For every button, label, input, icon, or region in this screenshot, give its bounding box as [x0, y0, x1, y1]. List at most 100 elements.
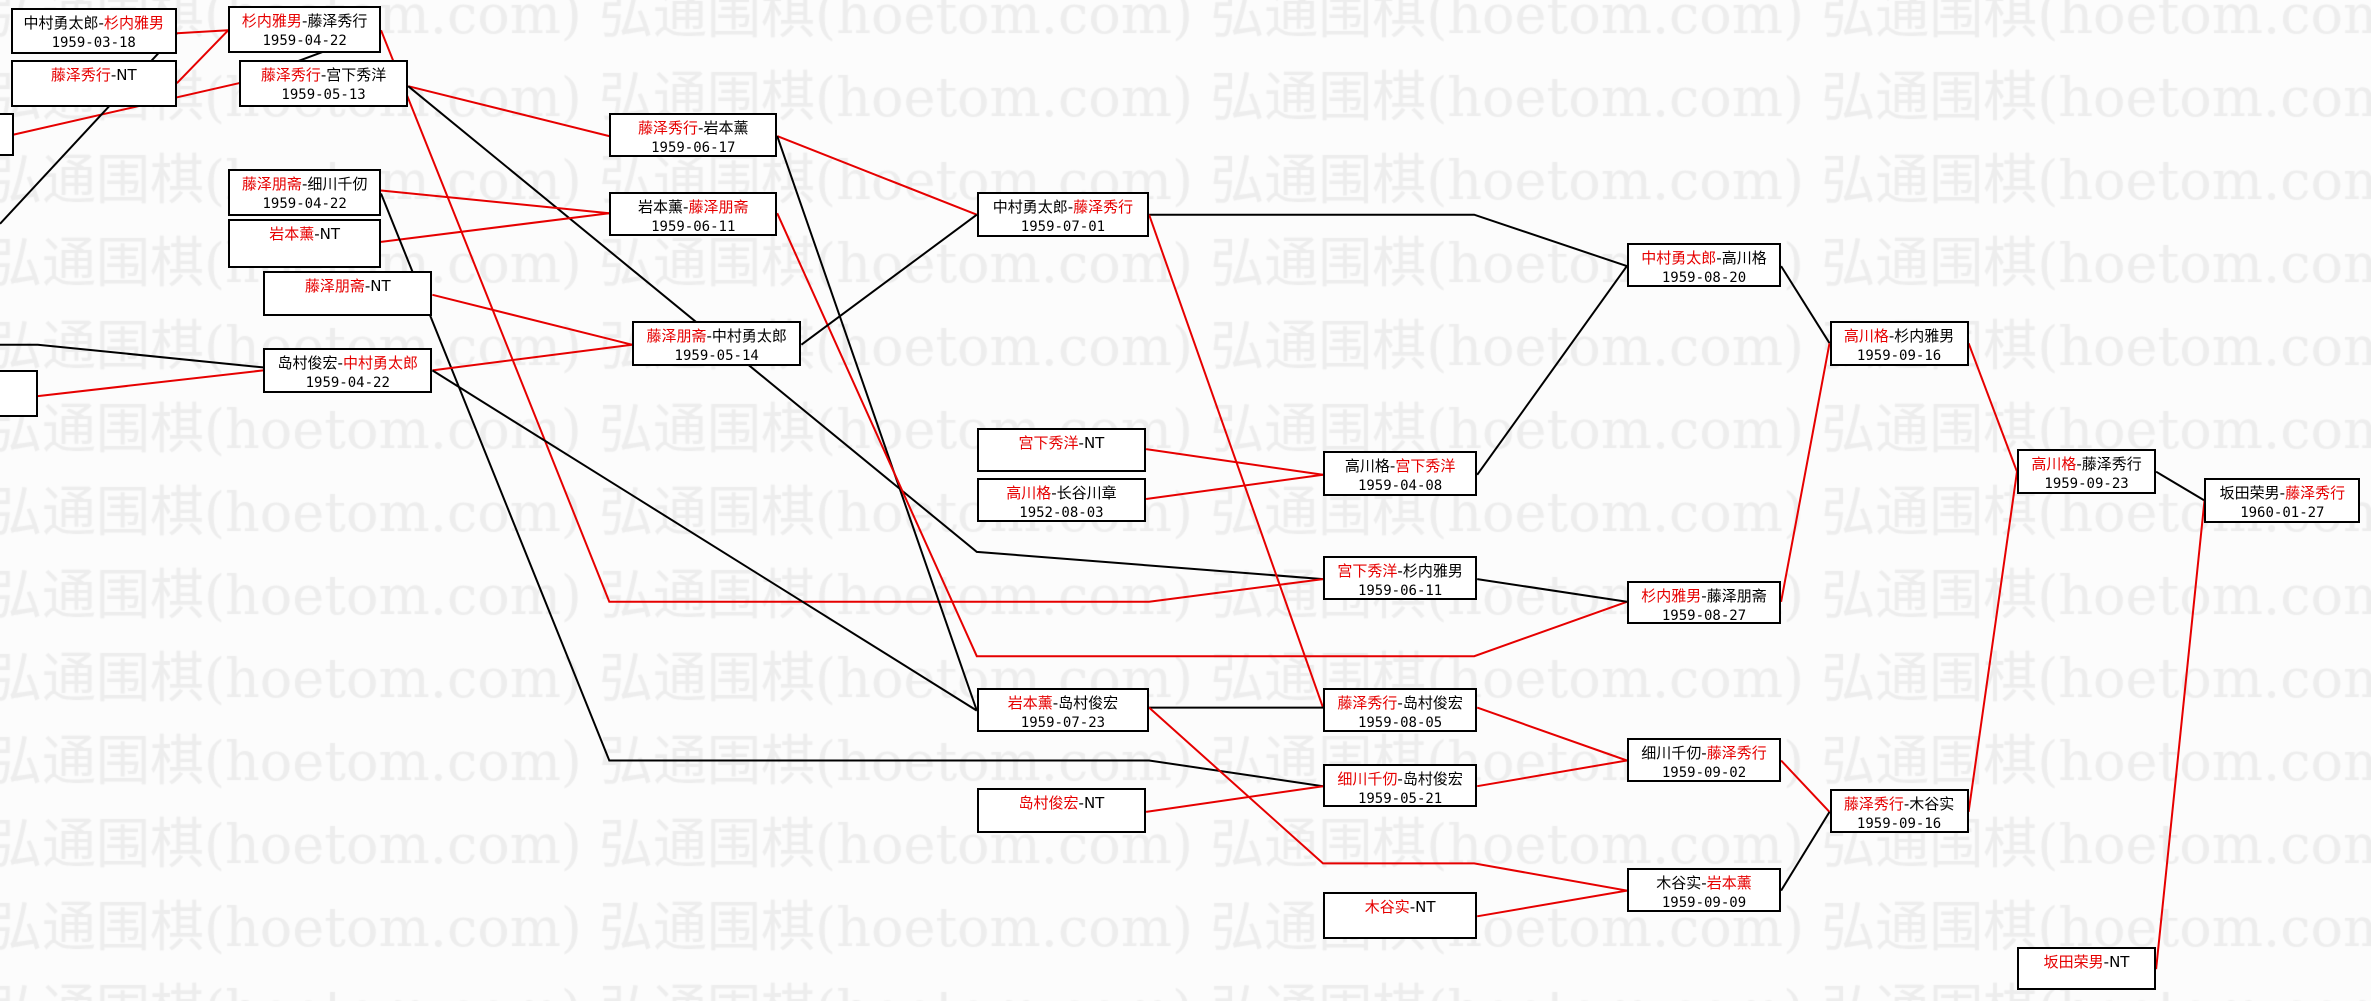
- winner-connector-line: [432, 293, 633, 346]
- match-box[interactable]: 杉内雅男-藤泽秀行 1959-04-22: [228, 6, 381, 53]
- player-2: 高川格: [1721, 249, 1767, 268]
- match-date: 1959-04-22: [305, 374, 390, 391]
- winner-connector-line: [1148, 214, 1324, 708]
- player-1: 藤泽朋斋: [304, 276, 365, 295]
- separator: -: [1888, 326, 1895, 345]
- player-1: 高川格: [2031, 455, 2077, 474]
- separator: -: [2279, 483, 2286, 502]
- player-1: 藤泽秀行: [260, 66, 321, 85]
- match-box[interactable]: 岩本薰-藤泽朋斋 1959-06-11: [609, 192, 778, 236]
- separator: -: [1716, 249, 1722, 268]
- match-box[interactable]: 岛村俊宏-中村勇太郎 1959-04-22: [263, 347, 433, 394]
- match-box[interactable]: 细川千仞-藤泽秀行 1959-09-02: [1626, 737, 1782, 782]
- match-box[interactable]: 藤泽朋斋-NT: [263, 270, 433, 316]
- player-2: 杉内雅男: [103, 13, 164, 32]
- separator: -: [698, 119, 704, 138]
- match-box[interactable]: 宫下秀洋-杉内雅男 1959-06-11: [1323, 556, 1478, 601]
- player-2: 中村勇太郎: [711, 326, 787, 345]
- player-1: 宫下秀洋: [1337, 562, 1398, 581]
- winner-connector-line: [176, 29, 230, 84]
- winner-connector-line: [1780, 759, 1831, 813]
- match-box[interactable]: 木谷实-岩本薰 1959-09-09: [1626, 867, 1782, 912]
- match-date: 1959-07-01: [1020, 219, 1106, 236]
- match-date: 1959-05-13: [281, 87, 366, 104]
- match-box[interactable]: 坂田荣男-藤泽秀行 1960-01-27: [2204, 477, 2361, 524]
- player-1: 高川格: [1006, 483, 1052, 502]
- separator: -: [706, 326, 712, 345]
- loser-connector-line: [800, 213, 978, 346]
- player-2: NT: [116, 66, 137, 85]
- winner-connector-line: [380, 189, 610, 215]
- player-1: 杉内雅男: [1641, 586, 1702, 605]
- match-box[interactable]: 杉内雅男-藤泽朋斋 1959-08-27: [1626, 580, 1782, 625]
- separator: -: [1051, 483, 1057, 502]
- match-date: 1959-05-21: [1357, 790, 1443, 807]
- match-box[interactable]: 藤泽朋斋-中村勇太郎 1959-05-14: [632, 320, 802, 366]
- match-box[interactable]: 高川格-长谷川章 1952-08-03: [976, 477, 1147, 522]
- winner-connector-line: [1967, 342, 2018, 473]
- match-box[interactable]: 宫下秀洋-NT: [976, 427, 1147, 472]
- separator: -: [364, 276, 371, 295]
- player-1: 木谷实: [1656, 873, 1702, 892]
- match-box[interactable]: 岩本薰-岛村俊宏 1959-07-23: [976, 687, 1150, 732]
- winner-connector-line: [776, 212, 1628, 658]
- separator: -: [98, 13, 104, 32]
- separator: -: [301, 12, 308, 31]
- winner-connector-line: [1145, 785, 1324, 813]
- match-box[interactable]: 藤泽秀行-宫下秀洋 1959-05-13: [238, 60, 409, 108]
- winner-connector-line: [13, 82, 240, 136]
- match-date: 1960-01-27: [2240, 504, 2325, 521]
- loser-connector-line: [1780, 265, 1831, 344]
- loser-connector-line: [431, 369, 978, 712]
- separator: -: [1078, 793, 1084, 812]
- player-1: 藤泽朋斋: [646, 326, 707, 345]
- player-2: 藤泽朋斋: [1706, 586, 1767, 605]
- player-1: 藤泽秀行: [638, 119, 699, 138]
- winner-connector-line: [1780, 343, 1831, 602]
- match-box[interactable]: 中村勇太郎-高川格 1959-08-20: [1626, 243, 1782, 288]
- player-1: 藤泽秀行: [1843, 795, 1904, 814]
- separator: -: [337, 353, 343, 372]
- winner-connector-line: [1145, 448, 1324, 476]
- player-1: 高川格: [1843, 326, 1889, 345]
- player-2: NT: [370, 276, 391, 295]
- separator: -: [1389, 456, 1396, 475]
- player-1: 藤泽秀行: [50, 66, 111, 85]
- player-2: 木谷实: [1909, 795, 1955, 814]
- match-box[interactable]: 高川格-杉内雅男 1959-09-16: [1829, 320, 1969, 366]
- player-2: 长谷川章: [1056, 483, 1117, 502]
- match-date: 1959-08-05: [1357, 714, 1443, 731]
- match-box[interactable]: 藤泽秀行-木谷实 1959-09-16: [1829, 789, 1969, 834]
- match-box[interactable]: 坂田荣男-NT: [2017, 946, 2157, 991]
- winner-connector-line: [2155, 500, 2206, 970]
- match-box[interactable]: 藤泽秀行-岛村俊宏 1959-08-05: [1323, 687, 1478, 732]
- player-1: 细川千仞: [1641, 743, 1702, 762]
- separator: -: [683, 198, 689, 217]
- winner-connector-line: [1477, 889, 1628, 918]
- match-box[interactable]: 藤泽朋斋-细川千仞 1959-04-22: [228, 169, 381, 217]
- player-2: 宫下秀洋: [326, 66, 387, 85]
- match-box[interactable]: 中村勇太郎-藤泽秀行 1959-07-01: [976, 192, 1150, 238]
- player-1: 岛村俊宏: [277, 353, 338, 372]
- separator: -: [110, 66, 117, 85]
- match-box[interactable]: 岩本薰-NT: [228, 219, 381, 268]
- separator: -: [1701, 586, 1707, 605]
- player-1: 中村勇太郎: [23, 13, 99, 32]
- player-2: 藤泽秀行: [1706, 743, 1767, 762]
- match-box[interactable]: 高川格-宫下秀洋 1959-04-08: [1323, 450, 1478, 496]
- match-box[interactable]: 木谷实-NT: [1323, 892, 1478, 939]
- match-date: 1959-04-08: [1357, 477, 1443, 494]
- player-2: 藤泽秀行: [1073, 198, 1134, 217]
- match-box[interactable]: 中村勇太郎-杉内雅男 1959-03-18: [10, 7, 177, 55]
- match-date: 1959-04-22: [262, 33, 347, 50]
- separator: -: [2103, 952, 2110, 971]
- match-box[interactable]: 岛村俊宏-NT: [976, 787, 1147, 834]
- match-box[interactable]: 细川千仞-岛村俊宏 1959-05-21: [1323, 763, 1478, 808]
- match-box[interactable]: 藤泽秀行-岩本薰 1959-06-17: [609, 113, 778, 158]
- winner-connector-line: [1148, 706, 1628, 892]
- player-2: 宫下秀洋: [1395, 456, 1456, 475]
- match-date: 1959-08-27: [1661, 607, 1747, 624]
- match-box[interactable]: 高川格-藤泽秀行 1959-09-23: [2017, 449, 2157, 495]
- player-2: NT: [1083, 433, 1105, 452]
- match-box[interactable]: 藤泽秀行-NT: [10, 60, 177, 108]
